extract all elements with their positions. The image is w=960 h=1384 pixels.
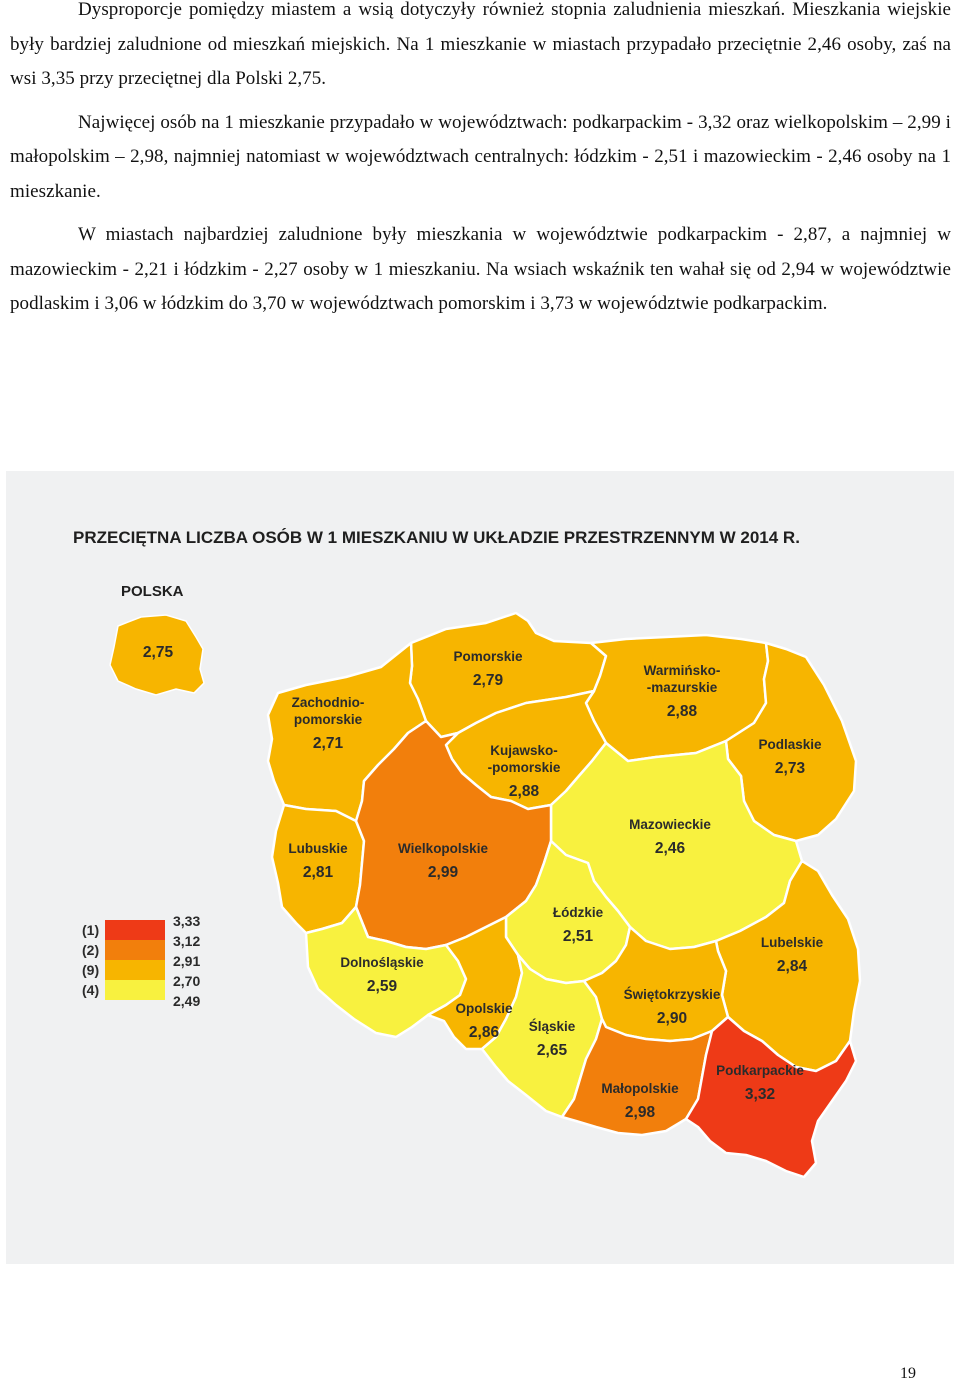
legend-count: (9) [82, 962, 99, 978]
region-name-podkarpackie: Podkarpackie [716, 1063, 804, 1078]
region-name-lubuskie: Lubuskie [288, 841, 348, 856]
region-value-pomorskie: 2,79 [473, 672, 504, 689]
region-name-zachodnio: pomorskie [294, 712, 363, 727]
region-value-lodzkie: 2,51 [563, 928, 594, 945]
paragraph-1: Dysproporcje pomiędzy miastem a wsią dot… [10, 0, 951, 89]
region-name-slaskie: Śląskie [529, 1019, 576, 1034]
region-name-zachodnio: Zachodnio- [292, 695, 365, 710]
paragraph-3: W miastach najbardziej zaludnione były m… [10, 224, 951, 314]
region-value-swietokrzyskie: 2,90 [657, 1010, 687, 1027]
text-block: Dysproporcje pomiędzy miastem a wsią dot… [10, 0, 951, 331]
region-value-podlaskie: 2,73 [775, 760, 806, 777]
region-name-warminsko: Warmińsko- [644, 663, 721, 678]
region-value-lubelskie: 2,84 [777, 958, 808, 975]
region-value-wielkopolskie: 2,99 [428, 864, 459, 881]
map-title: PRZECIĘTNA LICZBA OSÓB W 1 MIESZKANIU W … [73, 528, 800, 547]
legend-count: (4) [82, 982, 99, 998]
map-svg: PRZECIĘTNA LICZBA OSÓB W 1 MIESZKANIU W … [73, 528, 862, 1179]
region-value-dolnoslaskie: 2,59 [367, 978, 398, 995]
region-value-malopolskie: 2,98 [625, 1104, 656, 1121]
page-number: 19 [900, 1365, 916, 1382]
region-name-lubelskie: Lubelskie [761, 935, 824, 950]
inset-value: 2,75 [143, 644, 174, 661]
region-labels-layer: Pomorskie 2,79 Warmińsko- -mazurskie 2,88 Zac… [288, 649, 823, 1121]
region-value-slaskie: 2,65 [537, 1042, 568, 1059]
map-legend: (1) (2) (9) (4) 3,33 3,12 2,91 2,70 2,49 [82, 913, 200, 1009]
region-name-pomorskie: Pomorskie [453, 649, 523, 664]
region-value-mazowieckie: 2,46 [655, 840, 686, 857]
legend-threshold: 3,12 [173, 933, 200, 949]
paragraph-2: Najwięcej osób na 1 mieszkanie przypadał… [10, 111, 951, 202]
legend-threshold: 3,33 [173, 913, 200, 929]
region-name-warminsko: -mazurskie [647, 680, 718, 695]
legend-swatch [105, 940, 165, 960]
region-value-opolskie: 2,86 [469, 1024, 500, 1041]
region-value-lubuskie: 2,81 [303, 864, 334, 881]
region-name-podlaskie: Podlaskie [758, 737, 822, 752]
region-name-malopolskie: Małopolskie [601, 1081, 679, 1096]
region-malopolskie [560, 1017, 714, 1137]
region-name-mazowieckie: Mazowieckie [629, 817, 711, 832]
legend-swatch [105, 920, 165, 940]
region-name-dolnoslaskie: Dolnośląskie [340, 955, 424, 970]
inset-label: POLSKA [121, 583, 184, 600]
region-name-swietokrzyskie: Świętokrzyskie [624, 987, 721, 1002]
inset-poland-shape [109, 614, 205, 696]
region-value-kujawsko: 2,88 [509, 783, 540, 800]
region-podkarpackie [684, 1015, 858, 1179]
region-value-podkarpackie: 3,32 [745, 1086, 775, 1103]
region-name-kujawsko: Kujawsko- [490, 743, 558, 758]
legend-swatch [105, 980, 165, 1000]
region-name-kujawsko: -pomorskie [488, 760, 561, 775]
region-name-wielkopolskie: Wielkopolskie [398, 841, 488, 856]
region-name-opolskie: Opolskie [455, 1001, 513, 1016]
legend-threshold: 2,70 [173, 973, 200, 989]
legend-count: (2) [82, 942, 99, 958]
region-value-warminsko: 2,88 [667, 703, 698, 720]
legend-swatch [105, 960, 165, 980]
region-name-lodzkie: Łódzkie [553, 905, 604, 920]
regions-layer [266, 611, 862, 1179]
legend-count: (1) [82, 922, 99, 938]
legend-threshold: 2,49 [173, 993, 200, 1009]
region-value-zachodnio: 2,71 [313, 735, 344, 752]
legend-threshold: 2,91 [173, 953, 200, 969]
choropleth-map-figure: PRZECIĘTNA LICZBA OSÓB W 1 MIESZKANIU W … [6, 471, 954, 1264]
